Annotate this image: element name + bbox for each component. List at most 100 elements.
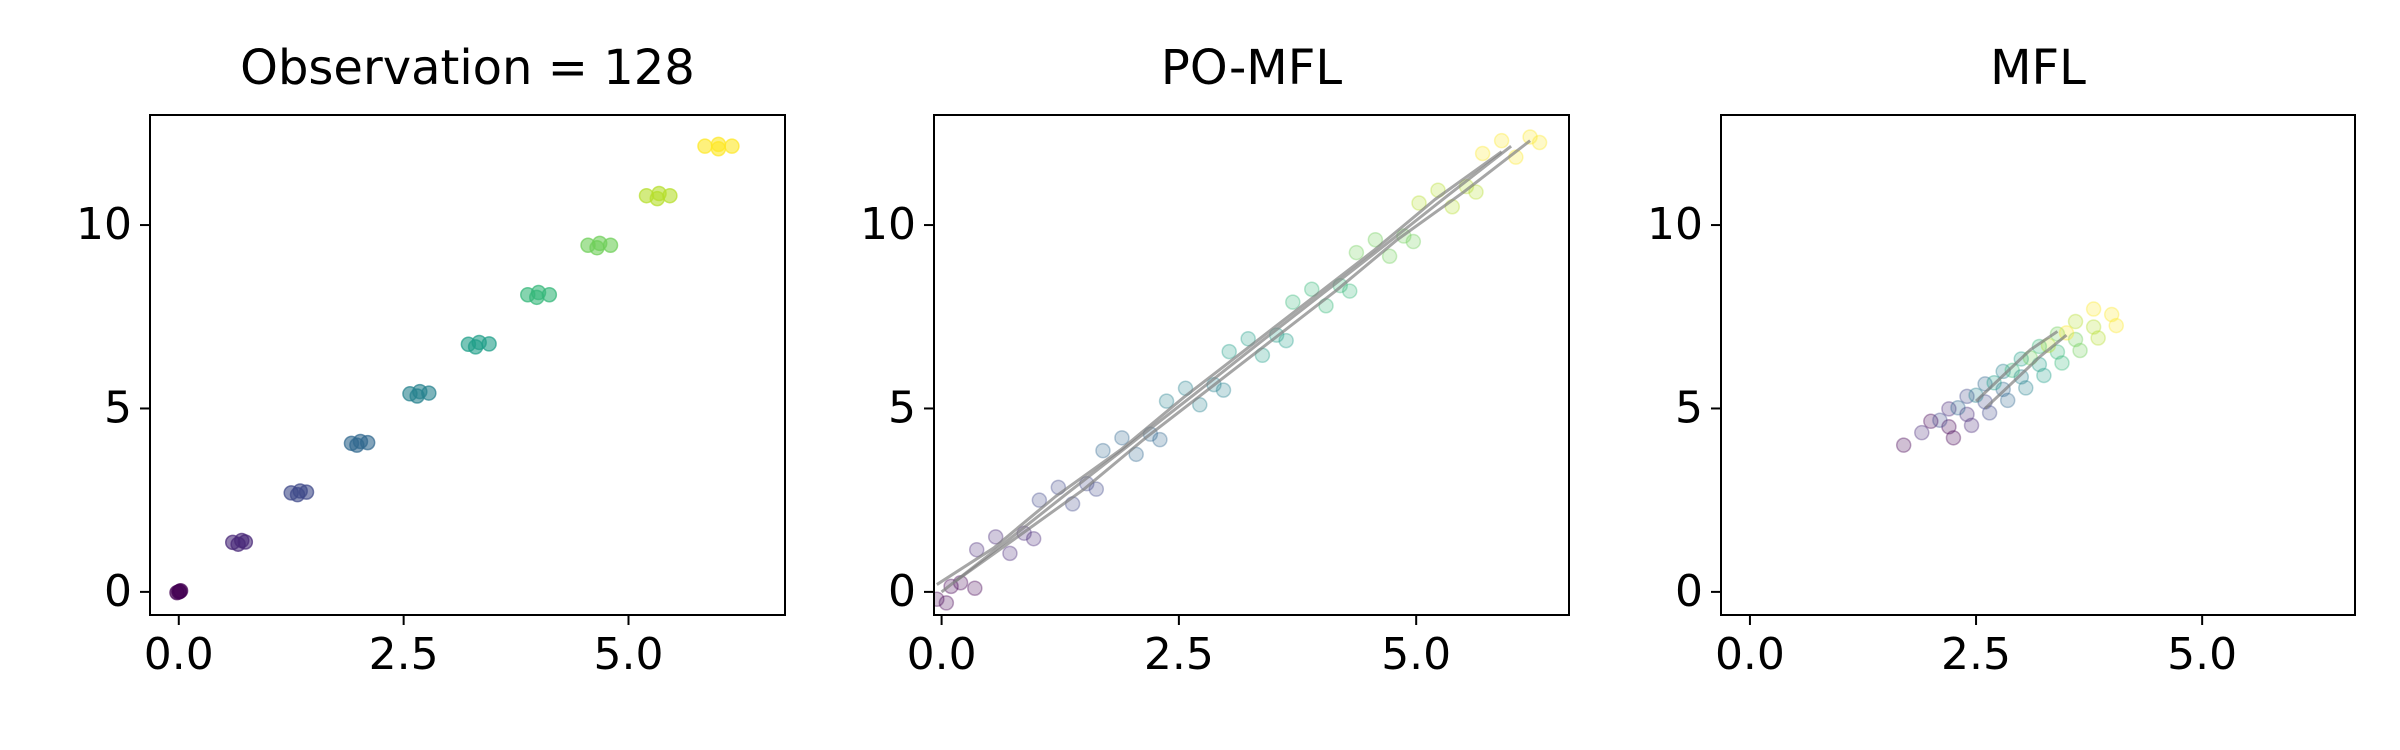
point	[2072, 342, 2088, 359]
point	[938, 595, 955, 611]
point	[967, 580, 983, 596]
plot-frame	[1720, 114, 2356, 616]
point	[662, 187, 678, 204]
point	[2036, 367, 2052, 384]
point	[602, 237, 619, 253]
point	[421, 385, 437, 401]
point	[724, 138, 740, 154]
point	[1158, 393, 1175, 409]
point	[1215, 382, 1232, 398]
y-tick-label: 5	[1675, 382, 1703, 433]
point	[1405, 233, 1422, 250]
y-tick-label: 5	[104, 382, 132, 433]
point	[1341, 283, 1358, 299]
trajectory	[936, 150, 1503, 586]
y-tick-label: 5	[888, 382, 916, 433]
point	[2085, 301, 2102, 317]
point	[2013, 369, 2030, 385]
y-tick-label: 0	[888, 566, 916, 617]
point	[1221, 343, 1237, 360]
point	[1095, 442, 1111, 459]
chart-title: Observation = 128	[240, 40, 695, 96]
point	[589, 240, 605, 256]
y-tick-label: 10	[1647, 199, 1703, 250]
x-tick-label: 5.0	[594, 629, 664, 680]
point	[2067, 331, 2084, 348]
point	[1285, 294, 1301, 310]
x-tick-label: 0.0	[907, 629, 977, 680]
point	[1914, 424, 1930, 441]
point	[171, 583, 188, 600]
point	[1945, 430, 1962, 446]
point	[1468, 184, 1484, 200]
point	[1031, 492, 1048, 508]
point	[1152, 431, 1168, 448]
point	[1002, 545, 1018, 562]
point	[1367, 231, 1384, 248]
y-tick-label: 0	[104, 566, 132, 617]
x-tick-label: 0.0	[144, 629, 214, 680]
point	[1995, 363, 2011, 380]
point	[1531, 134, 1548, 151]
trajectory	[1984, 333, 2068, 410]
trajectory	[940, 144, 1513, 594]
point	[2067, 313, 2084, 330]
point	[1941, 401, 1957, 417]
point	[2085, 319, 2102, 335]
point	[2004, 362, 2020, 379]
point	[2018, 380, 2034, 396]
point	[2049, 344, 2066, 360]
chart-title: PO-MFL	[1161, 40, 1342, 96]
point	[1381, 248, 1398, 264]
point	[2090, 330, 2106, 346]
trajectory	[954, 139, 1532, 583]
point	[1959, 388, 1975, 405]
point	[1522, 129, 1538, 145]
point	[1114, 430, 1130, 446]
point	[697, 138, 713, 154]
point	[2054, 355, 2070, 371]
point	[1411, 195, 1427, 211]
point	[1348, 244, 1365, 261]
y-tick-label: 10	[76, 199, 132, 250]
point	[298, 484, 315, 500]
point	[2103, 306, 2120, 323]
point	[710, 140, 727, 157]
point	[529, 289, 545, 306]
plot-frame	[933, 114, 1570, 616]
point	[934, 591, 945, 607]
point	[1950, 399, 1966, 416]
point	[1895, 437, 1912, 453]
x-tick-label: 0.0	[1715, 629, 1785, 680]
x-tick-label: 5.0	[1381, 629, 1451, 680]
point	[1493, 132, 1510, 149]
x-tick-label: 2.5	[1941, 629, 2011, 680]
point	[1941, 419, 1957, 435]
point	[1999, 392, 2016, 409]
point	[1088, 481, 1105, 497]
x-tick-label: 2.5	[1144, 629, 1214, 680]
trajectory	[1975, 330, 2059, 403]
point	[1474, 145, 1491, 162]
point	[467, 339, 484, 355]
chart-title: MFL	[1990, 40, 2086, 96]
plot-frame	[149, 114, 786, 616]
point	[1963, 417, 1980, 434]
point	[359, 434, 376, 451]
point	[1278, 332, 1294, 349]
point	[2108, 317, 2124, 334]
x-tick-label: 5.0	[2167, 629, 2237, 680]
x-tick-label: 2.5	[369, 629, 439, 680]
point	[987, 529, 1004, 545]
point	[237, 534, 254, 550]
point	[481, 336, 497, 352]
point	[541, 287, 558, 303]
point	[1923, 413, 1939, 430]
point	[1959, 406, 1975, 423]
y-tick-label: 0	[1675, 566, 1703, 617]
point	[1932, 412, 1948, 428]
point	[1304, 281, 1320, 297]
point	[968, 541, 985, 558]
